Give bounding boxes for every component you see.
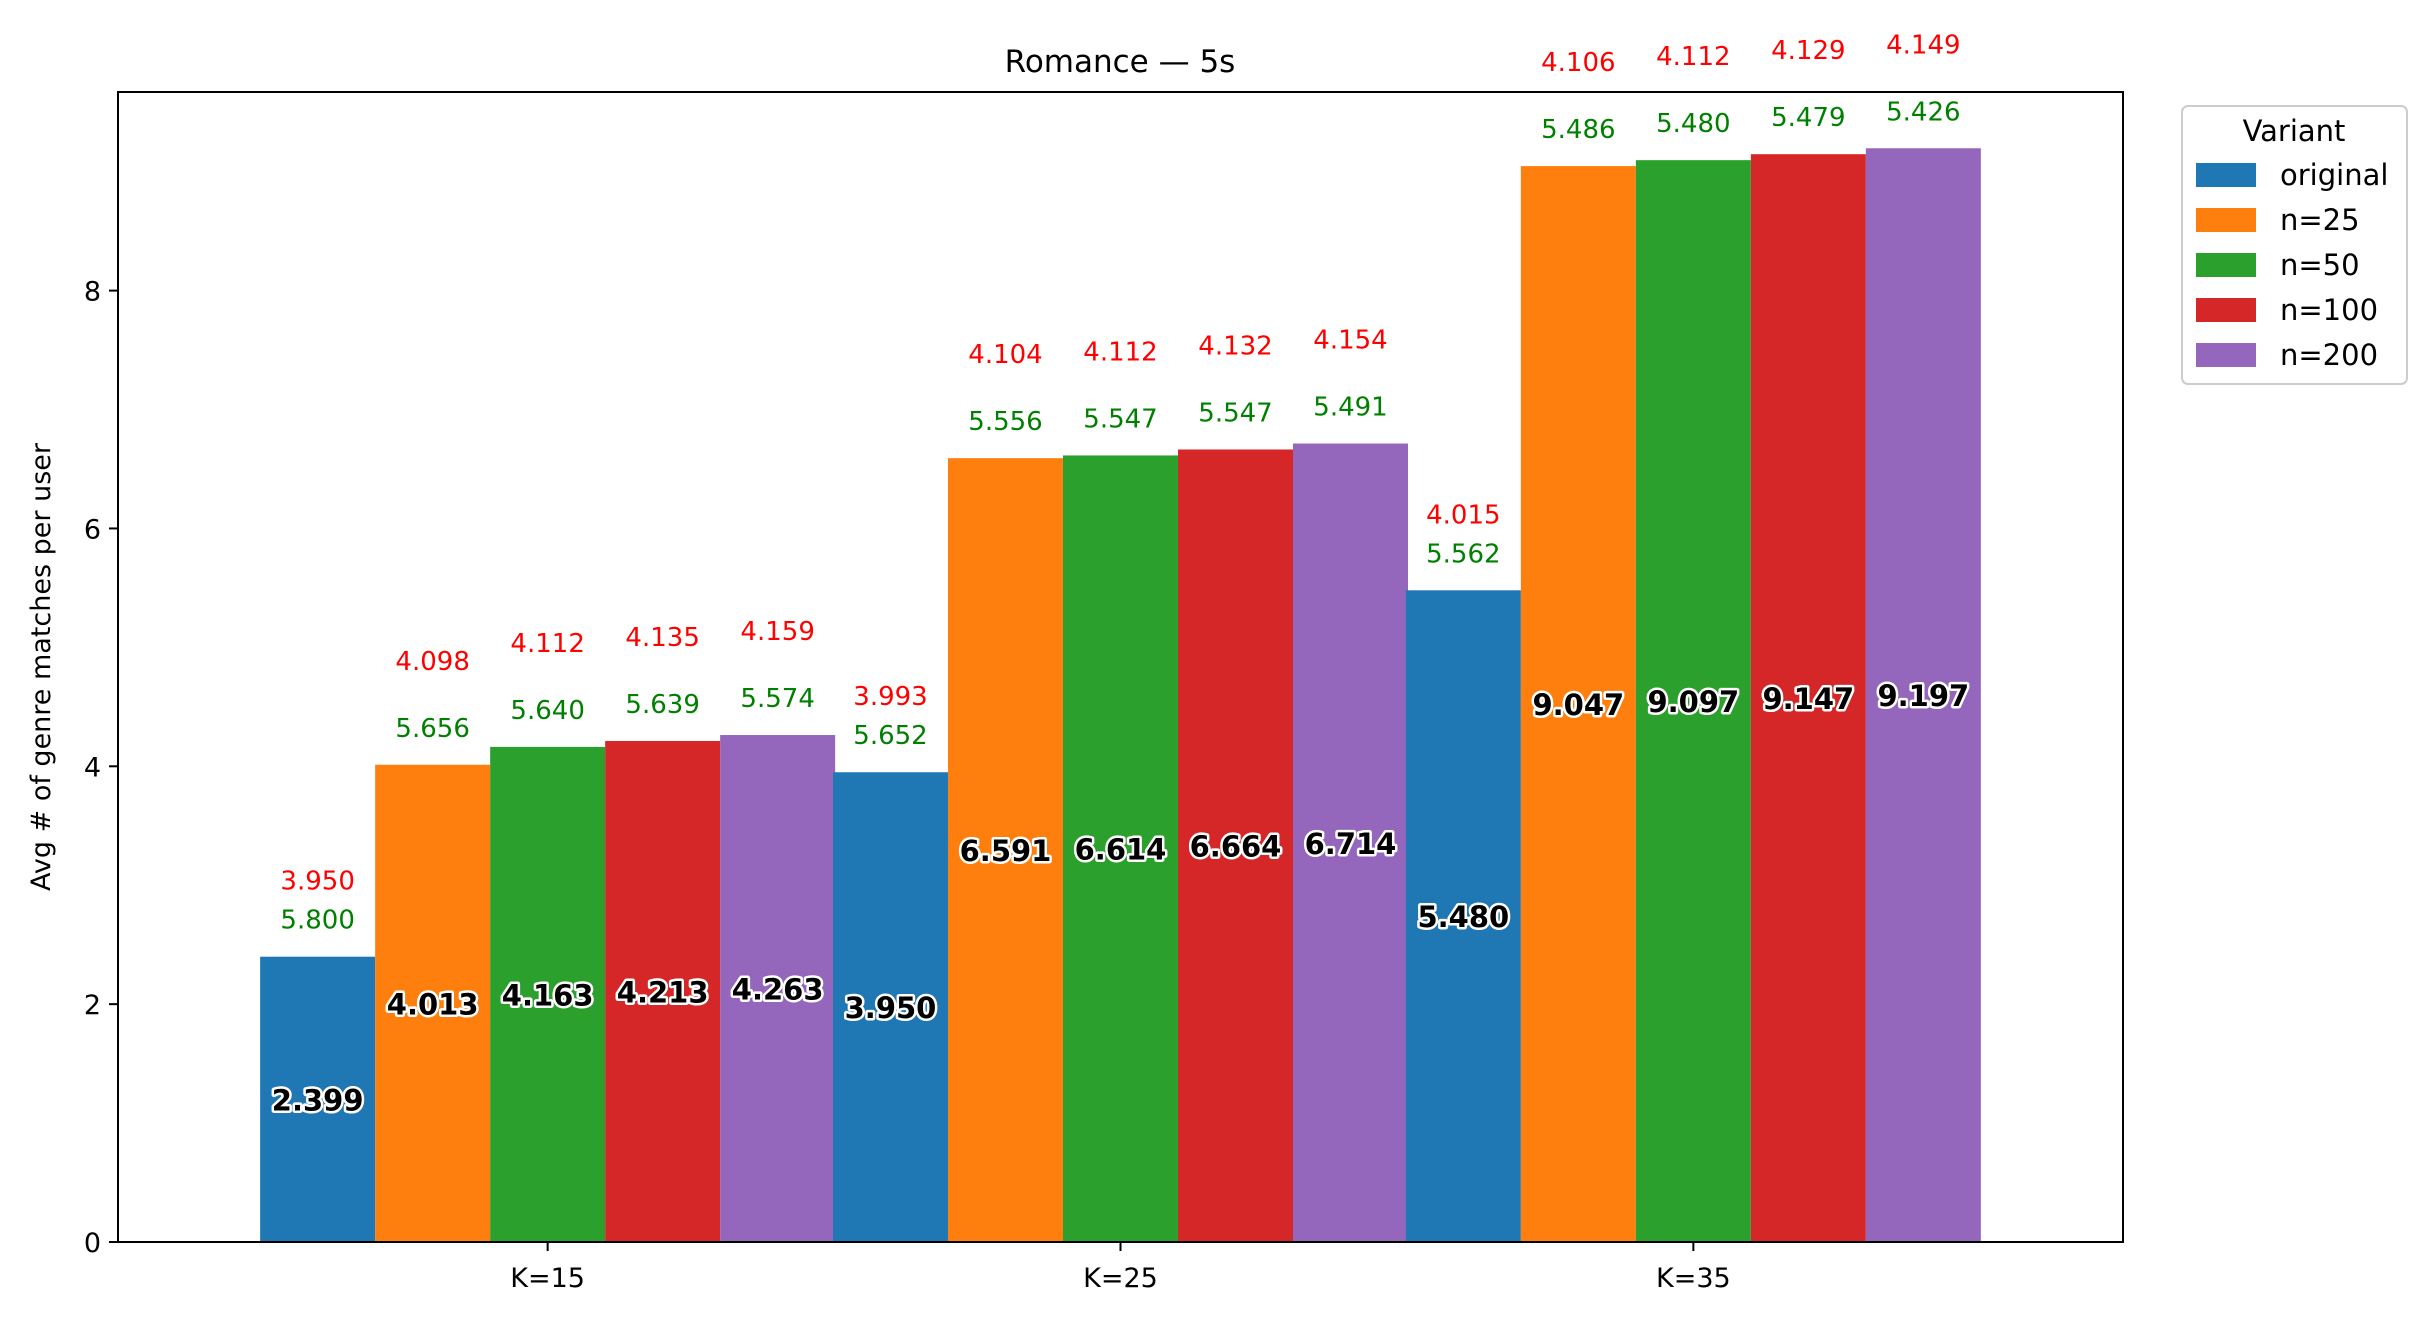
chart-title: Romance — 5s xyxy=(1005,44,1236,80)
bar-value-label: 3.950 xyxy=(845,991,937,1025)
bar xyxy=(1293,443,1408,1242)
bar-green-label: 5.547 xyxy=(1083,404,1157,434)
bar-value-label: 9.147 xyxy=(1762,682,1854,716)
legend-swatch xyxy=(2196,253,2256,277)
bar-red-label: 4.135 xyxy=(625,623,699,653)
legend-entry-label: n=200 xyxy=(2280,338,2378,372)
bar xyxy=(1405,590,1521,1242)
bar-value-label: 4.013 xyxy=(387,987,479,1021)
bar-red-label: 4.159 xyxy=(740,617,814,647)
bar-red-label: 4.015 xyxy=(1426,500,1500,530)
bar xyxy=(948,458,1063,1242)
y-tick-label: 0 xyxy=(84,1228,101,1259)
bar xyxy=(1520,166,1636,1242)
legend-entry-label: n=100 xyxy=(2280,293,2378,327)
bar-green-label: 5.486 xyxy=(1541,115,1615,145)
bar-value-label: 4.213 xyxy=(617,975,709,1009)
bar-red-label: 4.132 xyxy=(1198,331,1272,361)
bar-red-label: 3.993 xyxy=(853,682,927,712)
bar-value-label: 2.399 xyxy=(272,1083,364,1117)
x-tick-label: K=35 xyxy=(1656,1263,1731,1294)
bar xyxy=(1178,449,1293,1242)
bar-green-label: 5.639 xyxy=(625,690,699,720)
bar-red-label: 4.106 xyxy=(1541,48,1615,78)
bar-green-label: 5.426 xyxy=(1886,97,1960,127)
bar xyxy=(720,735,836,1242)
bar xyxy=(260,956,376,1242)
y-tick-label: 6 xyxy=(84,514,101,545)
bar-value-label: 5.480 xyxy=(1417,900,1509,934)
bar-green-label: 5.480 xyxy=(1656,109,1730,139)
bar-red-label: 3.950 xyxy=(280,867,354,897)
bar-green-label: 5.652 xyxy=(853,721,927,751)
legend-entry-label: original xyxy=(2280,158,2388,192)
bar-red-label: 4.149 xyxy=(1886,30,1960,60)
bar-green-label: 5.574 xyxy=(740,684,814,714)
bar xyxy=(490,746,606,1242)
bar-green-label: 5.547 xyxy=(1198,398,1272,428)
legend-title: Variant xyxy=(2243,114,2346,148)
bar-red-label: 4.154 xyxy=(1313,326,1387,356)
bar-value-label: 9.097 xyxy=(1647,685,1739,719)
bar-value-label: 9.047 xyxy=(1532,688,1624,722)
x-tick-label: K=25 xyxy=(1083,1263,1158,1294)
bar-value-label: 6.591 xyxy=(960,834,1052,868)
bar-green-label: 5.800 xyxy=(280,906,354,936)
bar-red-label: 4.112 xyxy=(1083,337,1157,367)
bar-value-label: 6.714 xyxy=(1305,827,1397,861)
bar-value-label: 9.197 xyxy=(1877,679,1969,713)
y-tick-label: 4 xyxy=(84,752,101,783)
legend-swatch xyxy=(2196,343,2256,367)
bar-green-label: 5.556 xyxy=(968,407,1042,437)
bar xyxy=(375,764,491,1242)
bar-red-label: 4.112 xyxy=(510,629,584,659)
legend: Variant original n=25 n=50 n=100 n=200 xyxy=(2181,105,2408,385)
legend-swatch xyxy=(2196,208,2256,232)
bar-value-label: 4.263 xyxy=(732,973,824,1007)
y-axis: 0 2 4 6 8 xyxy=(84,277,118,1259)
y-axis-title: Avg # of genre matches per user xyxy=(26,442,57,891)
bar-value-label: 6.614 xyxy=(1075,833,1167,867)
bar xyxy=(605,740,721,1242)
legend-swatch xyxy=(2196,163,2256,187)
bars-layer xyxy=(260,148,1981,1243)
legend-swatch xyxy=(2196,298,2256,322)
bar-red-label: 4.129 xyxy=(1771,36,1845,66)
bar-green-label: 5.491 xyxy=(1313,393,1387,423)
bar-labels-layer: 2.399 5.800 3.950 4.013 5.656 4.098 4.163 5.640… xyxy=(269,30,1971,1120)
bar xyxy=(1063,455,1178,1242)
bar-green-label: 5.562 xyxy=(1426,539,1500,569)
y-tick-label: 8 xyxy=(84,277,101,308)
y-tick-label: 2 xyxy=(84,990,101,1021)
bar xyxy=(1750,154,1866,1243)
legend-entry-label: n=25 xyxy=(2280,203,2360,237)
x-axis: K=15 K=25 K=35 xyxy=(510,1242,1731,1294)
bar xyxy=(1865,148,1981,1242)
bar xyxy=(833,772,948,1242)
legend-entry-label: n=50 xyxy=(2280,248,2360,282)
bar xyxy=(1635,160,1751,1242)
bar-green-label: 5.479 xyxy=(1771,103,1845,133)
bar-red-label: 4.104 xyxy=(968,340,1042,370)
bar-green-label: 5.640 xyxy=(510,696,584,726)
x-tick-label: K=15 xyxy=(510,1263,585,1294)
bar-green-label: 5.656 xyxy=(395,714,469,744)
bar-red-label: 4.112 xyxy=(1656,42,1730,72)
bar-value-label: 4.163 xyxy=(502,978,594,1012)
bar-red-label: 4.098 xyxy=(395,647,469,677)
bar-value-label: 6.664 xyxy=(1190,830,1282,864)
